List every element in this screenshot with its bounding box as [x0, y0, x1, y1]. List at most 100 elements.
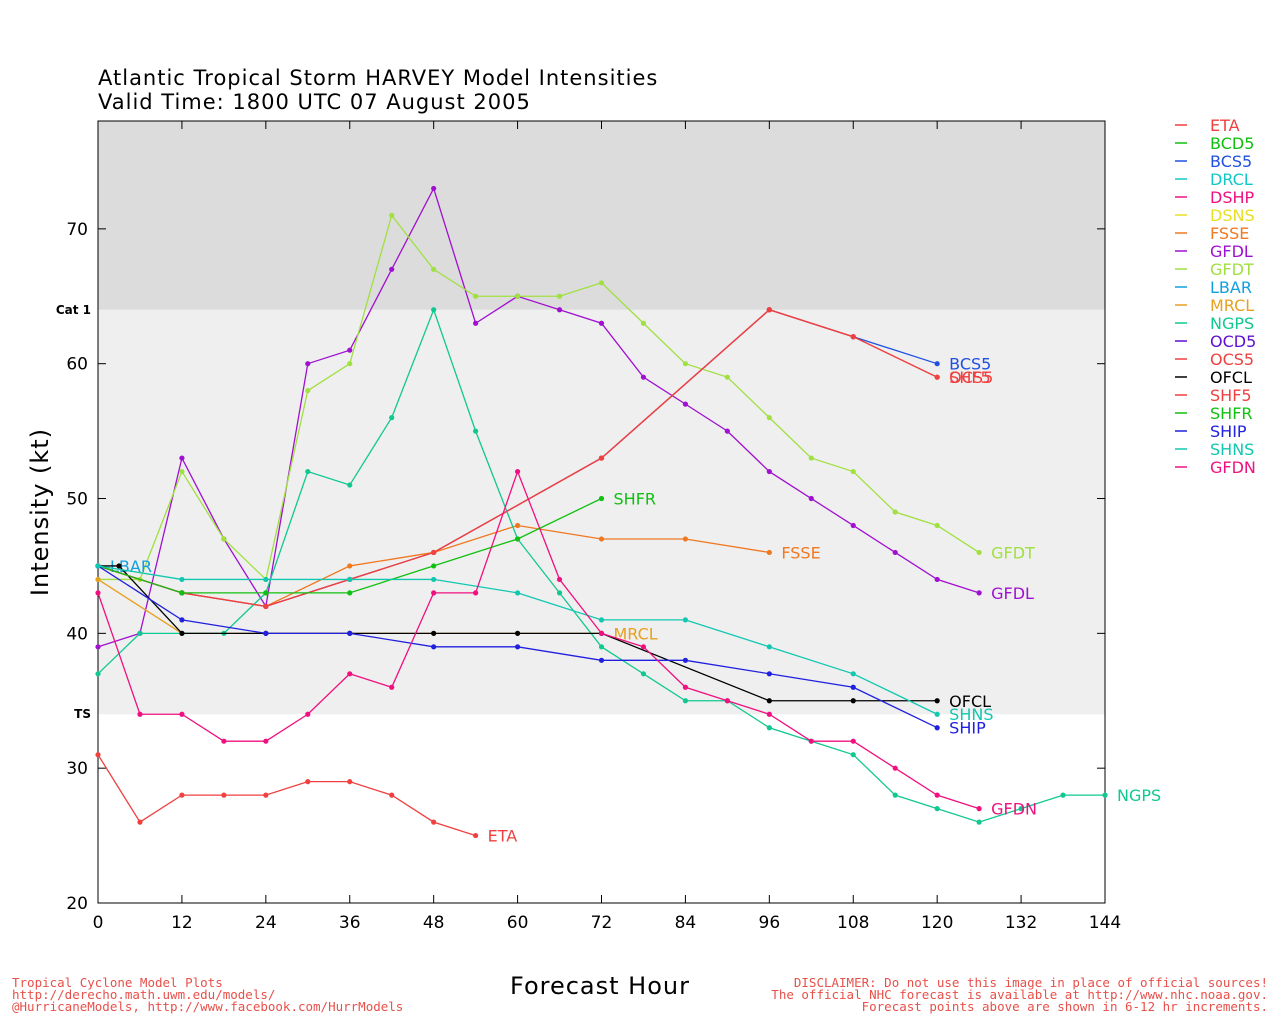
data-point-gfdn	[473, 590, 479, 596]
data-point-gfdn	[179, 711, 185, 717]
data-point-gfdt	[473, 293, 479, 299]
data-point-gfdl	[347, 347, 353, 353]
data-point-gfdn	[431, 590, 437, 596]
category-band	[98, 121, 1105, 310]
legend-entry: MRCL	[1210, 296, 1254, 315]
data-point-eta	[305, 779, 311, 785]
data-point-eta	[263, 792, 269, 798]
data-point-ngps	[766, 725, 772, 731]
data-point-shfr	[598, 495, 605, 502]
data-point-shns	[431, 576, 437, 583]
data-point-eta	[389, 792, 395, 798]
data-point-ship	[179, 617, 185, 623]
data-point-ngps	[95, 671, 101, 677]
legend-entry: OCS5	[1210, 350, 1254, 369]
data-point-shf5	[766, 307, 772, 313]
data-point-gfdn	[682, 684, 689, 690]
series-end-label: GFDN	[991, 800, 1037, 819]
footer-credit-line: http://derecho.math.uwm.edu/models/	[12, 987, 276, 1002]
data-point-gfdl	[95, 644, 101, 650]
data-point-gfdl	[473, 320, 479, 326]
data-point-gfdt	[976, 549, 982, 556]
series-end-label: OCS5	[949, 368, 993, 387]
data-point-gfdn	[724, 698, 730, 704]
data-point-gfdn	[221, 738, 227, 744]
data-point-gfdt	[598, 280, 605, 286]
legend-entry: FSSE	[1210, 224, 1249, 243]
legend-entry: GFDL	[1210, 242, 1253, 261]
y-tick-label: 20	[66, 894, 88, 914]
data-point-gfdn	[766, 711, 772, 717]
data-point-ngps	[892, 792, 898, 798]
x-tick-label: 48	[423, 913, 445, 933]
data-point-shns	[934, 711, 940, 717]
legend-entry: SHIP	[1210, 422, 1247, 441]
legend-entry: GFDT	[1210, 260, 1254, 279]
data-point-ngps	[1018, 806, 1024, 812]
data-point-gfdl	[640, 374, 647, 380]
series-end-label: LBAR	[110, 557, 152, 576]
series-end-label: SHIP	[949, 719, 986, 738]
data-point-ofcl	[179, 630, 185, 636]
data-point-ship	[598, 657, 605, 663]
data-point-eta	[347, 779, 353, 785]
series-end-label: SHF5	[949, 368, 991, 387]
data-point-shf5	[431, 549, 437, 556]
x-tick-label: 36	[339, 913, 361, 933]
data-point-gfdn	[892, 765, 898, 771]
data-point-gfdl	[724, 428, 730, 434]
data-point-ship	[850, 684, 856, 690]
data-point-ngps	[137, 630, 143, 636]
y-tick-label: 30	[66, 759, 88, 779]
series-end-label: SHFR	[614, 490, 657, 509]
data-point-shns	[514, 590, 521, 596]
data-point-gfdt	[514, 293, 521, 299]
data-point-ofcl	[850, 698, 856, 704]
y-tick-label: 70	[66, 220, 88, 240]
data-point-ngps	[598, 644, 605, 650]
data-point-ngps	[389, 415, 395, 421]
data-point-gfdn	[850, 738, 856, 744]
data-point-eta	[179, 792, 185, 798]
category-band-label: Cat 1	[56, 303, 91, 317]
data-point-gfdl	[431, 185, 437, 192]
legend-entry: DSNS	[1210, 206, 1255, 225]
legend-entry: BCD5	[1210, 134, 1254, 153]
data-point-ngps	[473, 428, 479, 434]
x-tick-label: 60	[507, 913, 529, 933]
data-point-ngps	[431, 307, 437, 313]
data-point-gfdt	[431, 266, 437, 272]
data-point-gfdn	[95, 590, 101, 596]
data-point-gfdt	[221, 536, 227, 542]
series-end-label: ETA	[488, 827, 518, 846]
data-point-gfdt	[766, 415, 772, 421]
legend-entry: SHF5	[1210, 386, 1252, 405]
x-tick-label: 108	[837, 913, 869, 933]
data-point-shns	[850, 671, 856, 677]
data-point-shns	[598, 617, 605, 623]
category-band-label: TS	[74, 707, 91, 721]
data-point-ngps	[347, 482, 353, 488]
data-point-ngps	[640, 671, 647, 677]
data-point-fsse	[766, 549, 772, 556]
data-point-gfdl	[808, 495, 814, 502]
footer-credits: Tropical Cyclone Model Plots http://dere…	[12, 976, 403, 1013]
data-point-gfdt	[640, 320, 647, 326]
data-point-fsse	[347, 563, 353, 569]
y-tick-label: 60	[66, 355, 88, 375]
series-line-gfdn	[97, 469, 980, 810]
data-point-ngps	[934, 806, 940, 812]
series-end-label: BCS5	[949, 355, 991, 374]
series-end-label: GFDT	[991, 543, 1035, 562]
y-tick-label: 40	[66, 624, 88, 644]
x-tick-label: 72	[591, 913, 613, 933]
legend-entry: LBAR	[1210, 278, 1252, 297]
data-point-gfdl	[892, 549, 898, 556]
data-point-eta	[221, 792, 227, 798]
chart-title: Atlantic Tropical Storm HARVEY Model Int…	[98, 66, 659, 90]
data-point-fsse	[682, 536, 689, 542]
data-point-gfdt	[934, 522, 940, 529]
series-end-label: GFDL	[991, 584, 1034, 603]
data-point-shfr	[347, 590, 353, 596]
data-point-ship	[682, 657, 689, 663]
